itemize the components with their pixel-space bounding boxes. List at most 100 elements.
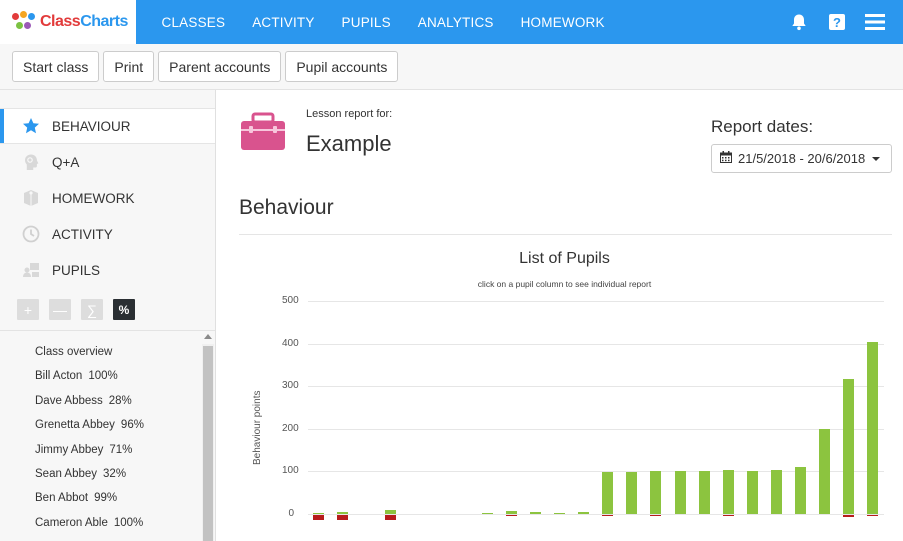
date-range-dropdown[interactable]: 21/5/2018 - 20/6/2018 <box>711 144 892 173</box>
chart-bar-positive[interactable] <box>505 510 517 514</box>
briefcase-icon <box>240 112 286 152</box>
help-icon[interactable]: ? <box>827 12 847 32</box>
scrollbar-thumb[interactable] <box>203 346 213 541</box>
pupil-accounts-button[interactable]: Pupil accounts <box>285 51 399 82</box>
chart-bar-positive[interactable] <box>385 509 397 514</box>
pupil-list-item[interactable]: Dave Abbess 28% <box>35 394 132 407</box>
chart-bar-negative[interactable] <box>505 515 517 516</box>
view-mode-controls: + — ∑ % <box>17 299 135 320</box>
chart-bar-positive[interactable] <box>313 512 324 514</box>
clock-icon <box>22 225 40 243</box>
sidebar-menu: BEHAVIOUR Q+A HOMEWORK ACTIVITY PUPILS <box>0 108 215 288</box>
chart-bar-negative[interactable] <box>313 515 324 521</box>
pupils-icon <box>22 261 40 279</box>
section-title: Behaviour <box>239 196 334 219</box>
chart-title: List of Pupils <box>519 250 610 267</box>
chart-subtitle: click on a pupil column to see individua… <box>477 279 652 289</box>
toolbar: Start class Print Parent accounts Pupil … <box>0 44 903 90</box>
nav-activity[interactable]: ACTIVITY <box>252 14 315 30</box>
pupil-list-scrollbar[interactable] <box>202 334 214 541</box>
chart-bar-positive[interactable] <box>698 471 710 514</box>
chart-bar-negative[interactable] <box>867 515 879 516</box>
chart-gridline <box>308 514 884 515</box>
main-nav: CLASSES ACTIVITY PUPILS ANALYTICS HOMEWO… <box>148 0 618 44</box>
chart-bar-positive[interactable] <box>578 512 590 514</box>
chart-bar-positive[interactable] <box>554 512 565 514</box>
chart-bar-positive[interactable] <box>795 467 806 514</box>
chart-y-tick-label: 100 <box>282 465 299 477</box>
logo-text: ClassCharts <box>40 13 128 30</box>
section-divider <box>239 234 892 235</box>
report-dates-label: Report dates: <box>711 117 814 136</box>
pupil-list-item-class-overview[interactable]: Class overview <box>35 346 113 358</box>
sidebar-item-qa[interactable]: Q+A <box>0 144 215 180</box>
percent-mode-button[interactable]: % <box>113 299 135 320</box>
chart-bar-positive[interactable] <box>746 471 758 514</box>
sidebar-item-label: Q+A <box>52 154 80 170</box>
pupil-list-item[interactable]: Cameron Able 100% <box>35 516 144 529</box>
behaviour-chart: List of Pupils click on a pupil column t… <box>216 235 903 541</box>
chart-bar-positive[interactable] <box>819 428 831 514</box>
main-content: Lesson report for: Example Report dates:… <box>216 90 903 541</box>
parent-accounts-button[interactable]: Parent accounts <box>158 51 282 82</box>
date-range-value: 21/5/2018 - 20/6/2018 <box>738 151 866 166</box>
chart-y-tick-label: 400 <box>282 337 299 349</box>
print-button[interactable]: Print <box>103 51 155 82</box>
chart-y-axis-label: Behaviour points <box>252 390 263 466</box>
chart-bar-positive[interactable] <box>602 471 614 514</box>
chart-bar-positive[interactable] <box>867 342 879 514</box>
sidebar-item-label: HOMEWORK <box>52 190 135 206</box>
calendar-icon <box>720 151 732 166</box>
chart-bar-positive[interactable] <box>843 378 855 514</box>
chart-bar-positive[interactable] <box>650 471 662 514</box>
chart-y-tick-label: 200 <box>282 422 299 434</box>
sidebar-item-homework[interactable]: HOMEWORK <box>0 180 215 216</box>
scroll-up-arrow-icon[interactable] <box>204 334 212 339</box>
positive-mode-button[interactable]: + <box>17 299 39 320</box>
sidebar-item-pupils[interactable]: PUPILS <box>0 252 215 288</box>
chart-bar-positive[interactable] <box>481 513 493 514</box>
pupil-list-item[interactable]: Sean Abbey 32% <box>35 467 127 480</box>
chart-bar-positive[interactable] <box>529 512 541 514</box>
chart-bar-negative[interactable] <box>385 515 397 521</box>
chart-gridline <box>308 301 884 302</box>
nav-classes[interactable]: CLASSES <box>161 14 226 30</box>
nav-pupils[interactable]: PUPILS <box>341 14 391 30</box>
sum-mode-button[interactable]: ∑ <box>81 299 103 320</box>
chart-bar-negative[interactable] <box>337 515 349 521</box>
chart-bar-negative[interactable] <box>650 515 662 516</box>
chart-bar-positive[interactable] <box>674 470 686 514</box>
chart-bar-positive[interactable] <box>722 469 734 514</box>
pupil-list: Class overview Bill Acton 100% Dave Abbes… <box>35 346 144 541</box>
bell-icon[interactable] <box>789 12 809 32</box>
sidebar-item-activity[interactable]: ACTIVITY <box>0 216 215 252</box>
chart-y-tick-label: 500 <box>282 295 299 306</box>
sidebar-divider <box>0 330 215 331</box>
chart-bar-negative[interactable] <box>843 515 855 517</box>
chart-bar-positive[interactable] <box>770 470 782 514</box>
pupil-list-item[interactable]: Jimmy Abbey 71% <box>35 443 133 456</box>
menu-icon[interactable] <box>865 12 885 32</box>
chart-gridline <box>308 386 884 388</box>
pupil-list-item[interactable]: Ben Abbot 99% <box>35 492 118 505</box>
start-class-button[interactable]: Start class <box>12 51 100 82</box>
logo-people-icon <box>12 11 38 33</box>
chevron-down-icon <box>872 156 881 161</box>
nav-analytics[interactable]: ANALYTICS <box>417 14 494 30</box>
report-class-name: Example <box>306 131 392 156</box>
chart-bar-positive[interactable] <box>626 472 638 514</box>
nav-homework[interactable]: HOMEWORK <box>520 14 605 30</box>
chart-bar-positive[interactable] <box>337 511 349 514</box>
negative-mode-button[interactable]: — <box>49 299 71 320</box>
chart-bar-negative[interactable] <box>722 515 734 516</box>
chart-y-tick-label: 0 <box>288 508 294 519</box>
homework-icon <box>22 189 40 207</box>
head-icon <box>22 153 40 171</box>
chart-bar-negative[interactable] <box>602 515 614 516</box>
sidebar-item-behaviour[interactable]: BEHAVIOUR <box>0 108 215 144</box>
logo[interactable]: ClassCharts <box>0 0 136 44</box>
pupil-list-item[interactable]: Grenetta Abbey 96% <box>35 419 144 432</box>
top-navbar: ClassCharts CLASSES ACTIVITY PUPILS ANAL… <box>0 0 903 44</box>
pupil-list-item[interactable]: Bill Acton 100% <box>35 370 118 383</box>
sidebar-item-label: ACTIVITY <box>52 226 113 242</box>
